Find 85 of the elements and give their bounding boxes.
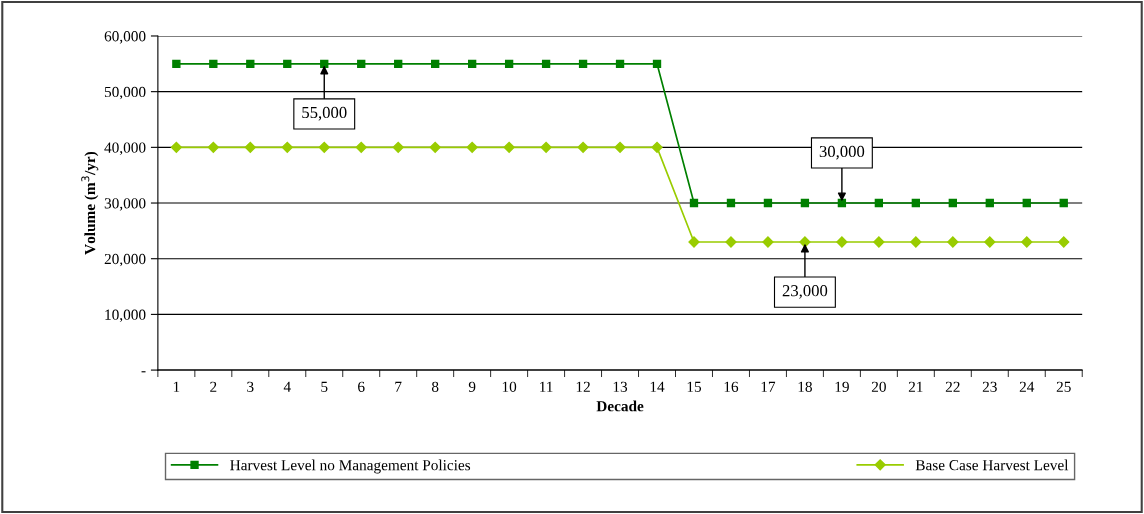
point <box>281 141 293 153</box>
point <box>911 198 921 208</box>
point <box>1022 198 1031 208</box>
x-tick-label: 12 <box>576 381 590 392</box>
point <box>652 59 662 68</box>
x-tick-label: 1 <box>173 381 180 392</box>
point <box>614 141 626 153</box>
x-tick-label: 6 <box>358 381 365 392</box>
point <box>837 198 847 208</box>
point <box>429 141 441 153</box>
x-tick-label: 7 <box>395 381 402 392</box>
annotation: 23,000 <box>782 285 828 299</box>
x-tick-label: 20 <box>871 381 886 392</box>
x-tick-label: 15 <box>687 381 702 392</box>
x-tick-label: 16 <box>724 381 739 392</box>
point <box>1059 198 1068 208</box>
point <box>874 198 884 208</box>
point <box>984 236 996 248</box>
x-tick-label: 13 <box>613 381 628 392</box>
point <box>726 198 736 208</box>
point <box>283 59 292 68</box>
x-tick-label: 25 <box>1056 381 1071 392</box>
point <box>318 141 330 153</box>
point <box>504 59 514 68</box>
x-tick-label: 22 <box>945 381 960 392</box>
point <box>170 141 182 153</box>
point <box>577 141 589 153</box>
x-axis-title: Decade <box>596 400 644 412</box>
y-tick-label: 30,000 <box>104 198 146 211</box>
x-tick-label: 18 <box>798 381 812 392</box>
y-tick-label: 20,000 <box>104 253 146 267</box>
point <box>948 198 957 208</box>
point <box>431 59 440 68</box>
point <box>615 59 625 68</box>
point <box>209 59 218 68</box>
point <box>651 141 663 153</box>
y-tick-label: 50,000 <box>104 86 146 100</box>
x-tick-label: 23 <box>982 381 997 392</box>
y-axis-title: Volume (m$^{3}$/yr) <box>81 151 99 255</box>
point <box>578 59 588 68</box>
point <box>1058 236 1070 248</box>
x-tick-label: 4 <box>283 381 291 392</box>
point <box>172 59 181 68</box>
x-tick-label: 9 <box>468 381 476 392</box>
y-tick-label: - <box>141 371 146 373</box>
point <box>763 198 773 208</box>
point <box>985 198 994 208</box>
point <box>355 141 367 153</box>
x-tick-label: 19 <box>835 381 849 392</box>
legend-label: Base Case Harvest Level <box>915 459 1069 471</box>
point <box>540 141 552 153</box>
point <box>910 236 922 248</box>
annotation: 30,000 <box>819 145 865 160</box>
x-tick-label: 14 <box>650 381 665 392</box>
point <box>357 59 366 68</box>
point <box>689 198 699 208</box>
y-tick-label: 60,000 <box>104 31 146 44</box>
point <box>207 141 219 153</box>
x-tick-label: 8 <box>431 381 439 392</box>
x-tick-label: 2 <box>210 381 217 392</box>
annotation: 55,000 <box>302 106 347 121</box>
point <box>503 141 515 153</box>
point <box>246 59 255 68</box>
y-tick-label: 40,000 <box>104 142 146 155</box>
x-tick-label: 24 <box>1019 381 1035 392</box>
x-tick-label: 3 <box>247 381 254 392</box>
point <box>1021 236 1033 248</box>
point <box>541 59 551 68</box>
point <box>947 236 959 248</box>
x-tick-label: 11 <box>540 381 553 392</box>
y-tick-label: 10,000 <box>105 309 146 323</box>
point <box>873 236 885 248</box>
point <box>244 141 256 153</box>
point <box>392 141 404 153</box>
point <box>466 141 478 153</box>
x-tick-label: 10 <box>502 381 517 392</box>
x-tick-label: 21 <box>908 381 923 392</box>
x-tick-label: 5 <box>321 381 328 392</box>
point <box>836 236 848 248</box>
point <box>467 59 477 68</box>
point <box>320 59 329 68</box>
point <box>800 198 810 208</box>
point <box>394 59 403 68</box>
legend-label: Harvest Level no Management Policies <box>230 459 471 474</box>
x-tick-label: 17 <box>761 381 776 392</box>
